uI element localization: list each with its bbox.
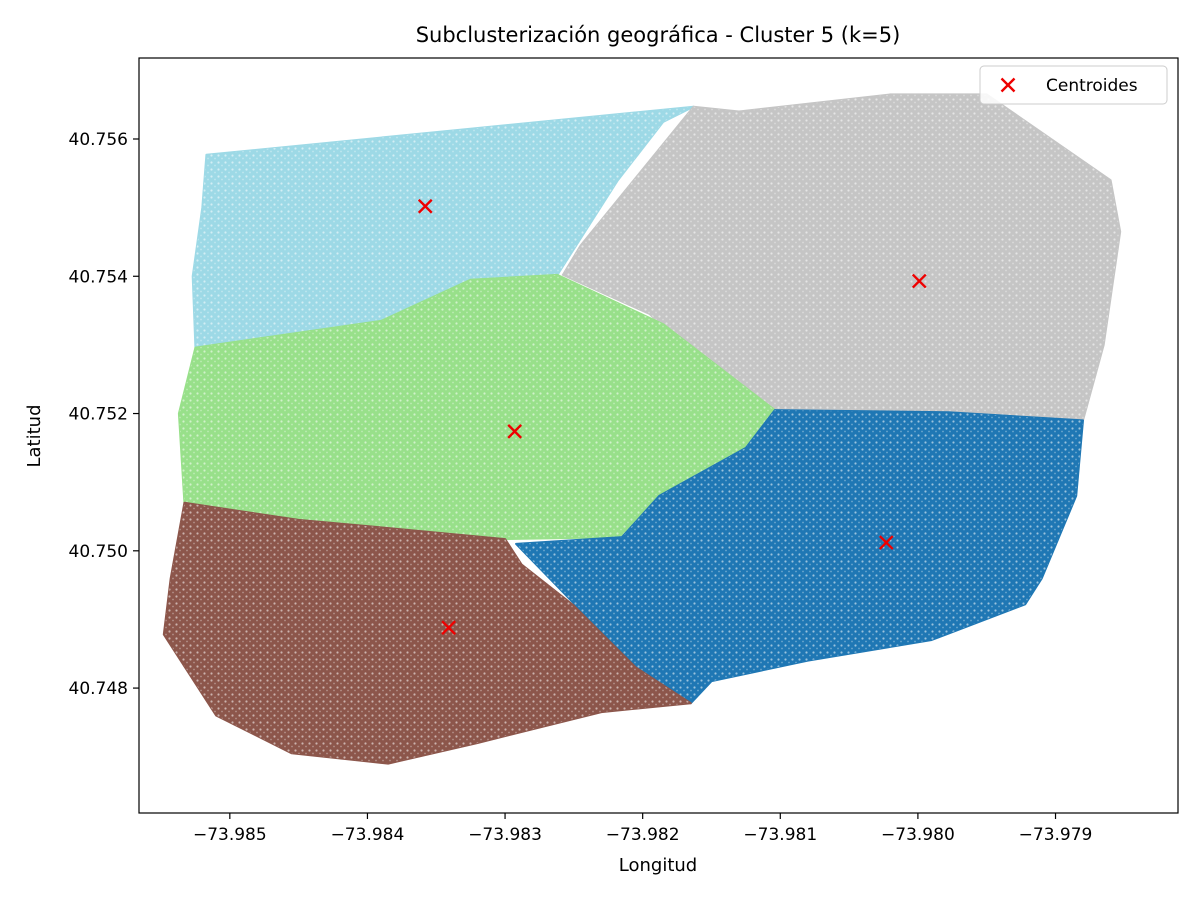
legend-label: Centroides xyxy=(1046,76,1138,96)
cluster-texture-1 xyxy=(192,106,694,348)
cluster-texture-4 xyxy=(516,410,1083,704)
cluster-texture-3 xyxy=(178,274,775,540)
centroid-marker-4 xyxy=(878,535,894,550)
centroid-marker-3 xyxy=(507,424,523,439)
x-tick-label: −73.985 xyxy=(193,825,267,845)
legend-centroid-marker xyxy=(1000,77,1016,93)
x-tick-label: −73.983 xyxy=(468,825,542,845)
y-axis: 40.748 40.750 40.752 40.754 40.756 xyxy=(69,130,139,699)
x-axis: −73.985 −73.984 −73.983 −73.982 −73.981 −73.9… xyxy=(193,813,1092,845)
centroid-marker-1 xyxy=(417,198,433,214)
x-tick-label: −73.979 xyxy=(1019,825,1093,845)
y-tick-label: 40.754 xyxy=(69,267,128,287)
x-tick-label: −73.982 xyxy=(606,825,680,845)
x-axis-label: Longitud xyxy=(619,855,697,876)
legend-x-icon xyxy=(1000,77,1016,93)
y-tick-label: 40.752 xyxy=(69,405,128,425)
centroid-marker-2 xyxy=(911,273,927,289)
y-axis-label: Latitud xyxy=(24,404,45,467)
legend-box xyxy=(979,65,1168,105)
x-tick-label: −73.984 xyxy=(331,825,405,845)
cluster-regions xyxy=(162,93,1122,765)
chart-title: Subclusterización geográfica - Cluster 5… xyxy=(416,23,901,47)
cluster-texture-2 xyxy=(562,94,1121,421)
y-tick-label: 40.750 xyxy=(69,542,128,562)
centroid-marker-5 xyxy=(441,620,456,636)
x-tick-label: −73.980 xyxy=(881,825,955,845)
x-tick-label: −73.981 xyxy=(743,825,817,845)
y-tick-label: 40.756 xyxy=(69,130,128,150)
legend: Centroides xyxy=(979,65,1168,105)
centroid-markers xyxy=(417,198,927,636)
cluster-texture-5 xyxy=(163,502,691,764)
plot-frame xyxy=(138,57,1179,814)
y-tick-label: 40.748 xyxy=(69,679,128,699)
